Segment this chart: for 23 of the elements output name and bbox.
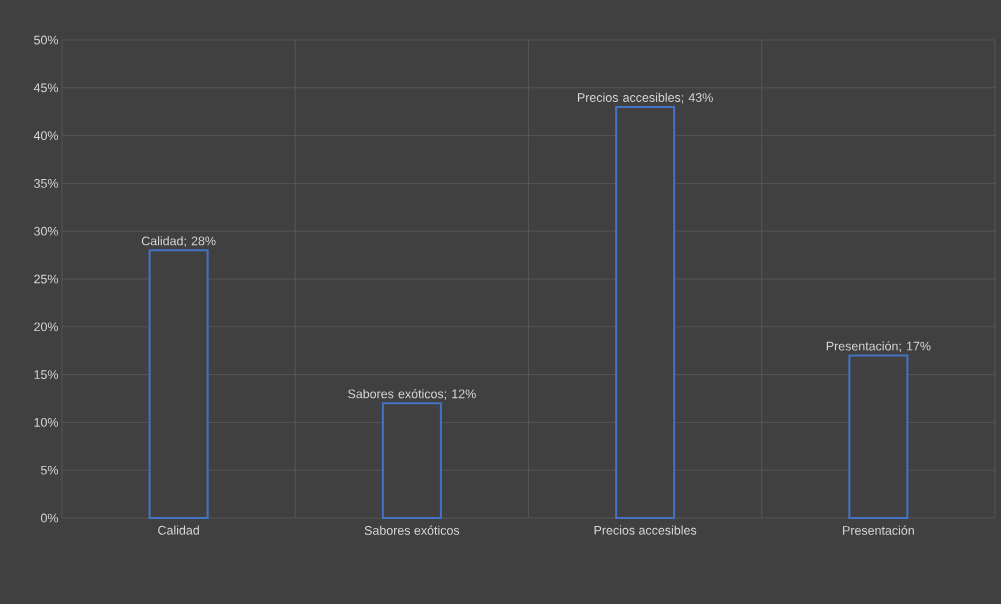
y-tick-label: 10%: [34, 418, 59, 427]
y-tick-label: 5%: [40, 465, 59, 475]
bar: [381, 402, 442, 519]
y-tick-label: 0%: [40, 513, 59, 523]
bar: [615, 105, 676, 519]
y-tick-label: 45%: [33, 83, 59, 93]
x-tick-label: Calidad: [158, 525, 199, 535]
y-tick-label: 35%: [34, 179, 59, 188]
y-tick-label: 15%: [34, 370, 59, 379]
x-tick-label: Presentación: [843, 525, 914, 535]
y-tick-label: 20%: [34, 322, 59, 332]
y-tick-label: 40%: [33, 131, 59, 141]
data-label: Precios accesibles; 43%: [577, 92, 713, 104]
y-tick-label: 30%: [34, 226, 59, 236]
y-tick-label: 25%: [34, 274, 59, 284]
data-label: Sabores exóticos; 12%: [348, 388, 476, 400]
bar: [148, 249, 209, 519]
y-tick-label: 50%: [34, 35, 59, 45]
x-tick-label: Sabores exóticos: [364, 525, 460, 535]
data-label: Calidad; 28%: [141, 236, 216, 247]
bar: [848, 354, 909, 519]
data-label: Presentación; 17%: [826, 341, 931, 352]
x-tick-label: Precios accesibles: [594, 525, 697, 535]
